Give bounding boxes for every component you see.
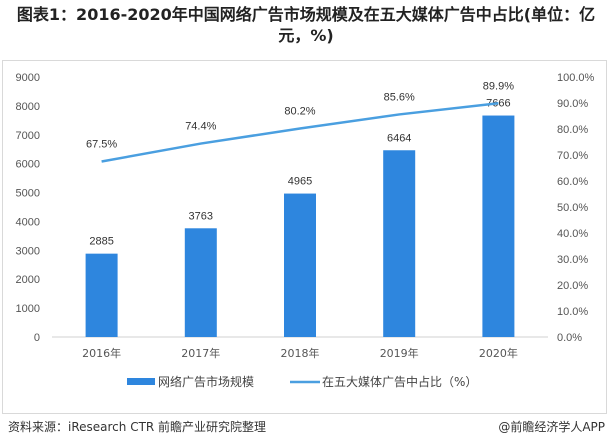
bar (284, 193, 316, 337)
line-value-label: 80.2% (284, 105, 315, 117)
x-tick-label: 2017年 (181, 346, 220, 360)
line-value-label: 89.9% (483, 80, 514, 92)
line-value-label: 67.5% (86, 139, 117, 151)
y2-tick-label: 10.0% (557, 306, 588, 318)
line-value-label: 85.6% (384, 91, 415, 103)
y-tick-label: 7000 (16, 130, 40, 142)
y-tick-label: 8000 (16, 101, 40, 113)
x-tick-label: 2016年 (82, 346, 121, 360)
y2-tick-label: 50.0% (557, 202, 588, 214)
bar-value-label: 6464 (387, 132, 411, 144)
x-tick-label: 2019年 (380, 346, 419, 360)
y2-tick-label: 80.0% (557, 124, 588, 136)
credit-note: @前瞻经济学人APP (498, 420, 605, 434)
bar (85, 253, 118, 337)
y2-tick-label: 40.0% (557, 228, 588, 240)
y-tick-label: 9000 (16, 72, 40, 84)
y2-tick-label: 100.0% (557, 72, 595, 84)
y2-tick-label: 0.0% (557, 332, 582, 344)
y2-tick-label: 70.0% (557, 150, 588, 162)
bar (383, 150, 416, 337)
y2-tick-label: 30.0% (557, 254, 588, 266)
y2-tick-label: 90.0% (557, 98, 588, 110)
legend-bar-label: 网络广告市场规模 (158, 374, 254, 389)
source-note: 资料来源：iResearch CTR 前瞻产业研究院整理 (8, 420, 267, 434)
y2-tick-label: 20.0% (557, 280, 588, 292)
x-tick-label: 2020年 (479, 346, 518, 360)
y-tick-label: 0 (34, 332, 40, 344)
bar-value-label: 4965 (288, 176, 312, 188)
y2-tick-label: 60.0% (557, 176, 588, 188)
bar (184, 228, 217, 337)
legend-line-label: 在五大媒体广告中占比（%） (322, 374, 477, 389)
y-tick-label: 3000 (16, 245, 40, 257)
y-tick-label: 5000 (16, 188, 40, 200)
y-tick-label: 6000 (16, 159, 40, 171)
legend-bar-swatch (127, 378, 155, 385)
y-tick-label: 4000 (16, 216, 40, 228)
chart-frame (2, 60, 607, 414)
bar-value-label: 2885 (89, 236, 113, 248)
chart-title: 图表1：2016-2020年中国网络广告市场规模及在五大媒体广告中占比(单位：亿… (16, 5, 596, 45)
y-tick-label: 2000 (16, 274, 40, 286)
y-tick-label: 1000 (16, 303, 40, 315)
x-tick-label: 2018年 (281, 346, 320, 360)
line-value-label: 74.4% (185, 121, 216, 133)
bar-value-label: 3763 (189, 210, 213, 222)
bar (482, 115, 515, 337)
